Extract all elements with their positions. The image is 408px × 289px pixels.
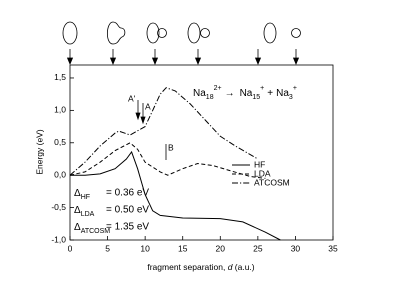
x-tick-label: 10: [140, 243, 150, 253]
shape-icon: [291, 28, 301, 38]
x-axis-label-part: (a.u.): [232, 262, 254, 272]
y-tick-label: 0,5: [54, 137, 66, 147]
annotation: B: [168, 142, 174, 152]
x-tick-label: 0: [68, 243, 73, 253]
delta-value: = 0.50 eV: [106, 205, 149, 216]
delta-sub: LDA: [81, 211, 95, 218]
y-tick-label: 1,0: [54, 105, 66, 115]
x-tick-label: 15: [178, 243, 188, 253]
y-axis-label: Energy (eV): [34, 129, 44, 175]
delta-note: ΔHF: [74, 188, 90, 201]
annotation: A': [128, 93, 136, 103]
series-line: [69, 87, 259, 176]
reaction: Na182+ → Na15+ + Na3+: [193, 85, 297, 101]
series-line: [69, 142, 266, 179]
reaction-part: +: [267, 88, 273, 99]
x-axis-label-part: fragment separation,: [147, 262, 227, 272]
x-tick-label: 20: [216, 243, 226, 253]
reaction-part: Na: [276, 88, 289, 99]
legend-label: LDA: [254, 168, 271, 178]
shape-icon: [62, 21, 78, 45]
reaction-part: 15: [252, 94, 260, 101]
delta-sub: HF: [81, 194, 90, 201]
reaction-part: 3: [289, 94, 293, 101]
delta-symbol: Δ: [74, 188, 81, 199]
reaction-part: 18: [206, 94, 214, 101]
delta-symbol: Δ: [74, 222, 81, 233]
delta-sub: ATCOSM: [81, 228, 111, 235]
y-tick-label: 0,0: [54, 169, 66, 179]
x-tick-label: 35: [328, 243, 338, 253]
reaction-part: +: [260, 85, 264, 92]
legend-label: ATCOSM: [254, 177, 290, 187]
y-tick-label: -1,0: [51, 234, 66, 244]
x-tick-label: 5: [105, 243, 110, 253]
delta-value: = 0.36 eV: [106, 188, 149, 199]
annotation-arrows: [135, 100, 167, 160]
shape-icon: [187, 22, 201, 44]
reaction-part: Na: [240, 88, 253, 99]
delta-note: ΔATCOSM: [74, 222, 110, 235]
plot-frame: [69, 64, 334, 241]
x-axis-label-part: d: [228, 262, 233, 272]
shape-icon: [146, 22, 160, 44]
series-line: [70, 150, 281, 241]
x-tick-label: 30: [291, 243, 301, 253]
delta-symbol: Δ: [74, 205, 81, 216]
reaction-part: Na: [193, 88, 206, 99]
shape-icons: [62, 21, 301, 66]
y-tick-label: -0,5: [51, 202, 66, 212]
delta-note: ΔLDA: [74, 205, 95, 218]
y-tick-label: 1,5: [54, 72, 66, 82]
shape-icon: [200, 28, 210, 38]
shape-icon: [157, 28, 167, 38]
icon-arrows: [66, 49, 300, 66]
x-tick-label: 25: [253, 243, 263, 253]
delta-value: = 1.35 eV: [106, 222, 149, 233]
legend-label: HF: [254, 159, 265, 169]
shape-icon: [106, 21, 126, 45]
reaction-part: →: [225, 88, 235, 99]
annotation: A: [145, 101, 151, 111]
reaction-part: 2+: [214, 85, 222, 92]
reaction-part: +: [293, 85, 297, 92]
shape-icon: [263, 22, 277, 44]
x-axis-label: fragment separation, d (a.u.): [147, 262, 254, 272]
